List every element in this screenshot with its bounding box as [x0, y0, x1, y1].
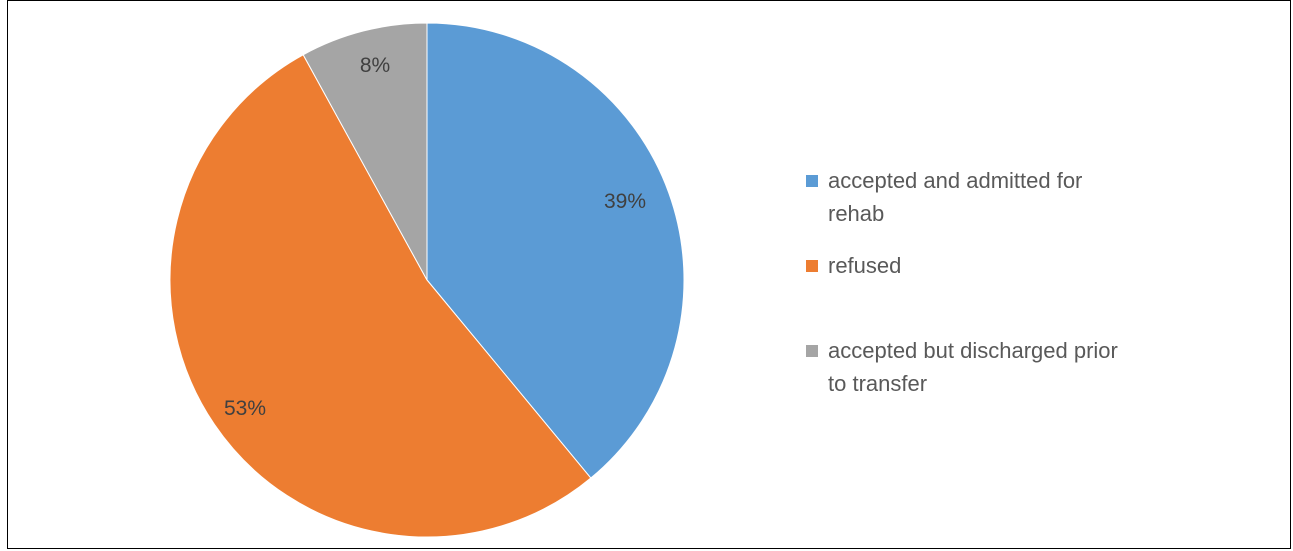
data-label-refused: 53% — [224, 397, 266, 420]
slice-accepted-admitted — [426, 22, 685, 479]
pie-data-labels: 39% 53% 8% — [224, 54, 646, 420]
legend-item-discharged: accepted but discharged prior to transfe… — [806, 334, 1128, 400]
data-label-discharged: 8% — [360, 54, 390, 77]
legend-item-refused: refused — [806, 249, 1128, 282]
slice-refused — [169, 54, 592, 538]
legend-label-accepted-admitted: accepted and admitted for rehab — [828, 168, 1083, 226]
data-label-accepted-admitted: 39% — [604, 190, 646, 213]
legend-item-accepted-admitted: accepted and admitted for rehab — [806, 164, 1128, 230]
slice-discharged — [302, 22, 428, 281]
legend-swatch-discharged — [806, 345, 818, 357]
legend-label-discharged: accepted but discharged prior to transfe… — [828, 338, 1118, 396]
legend-swatch-accepted-admitted — [806, 175, 818, 187]
pie-slices — [169, 22, 685, 538]
legend-swatch-refused — [806, 260, 818, 272]
legend-label-refused: refused — [828, 253, 902, 278]
